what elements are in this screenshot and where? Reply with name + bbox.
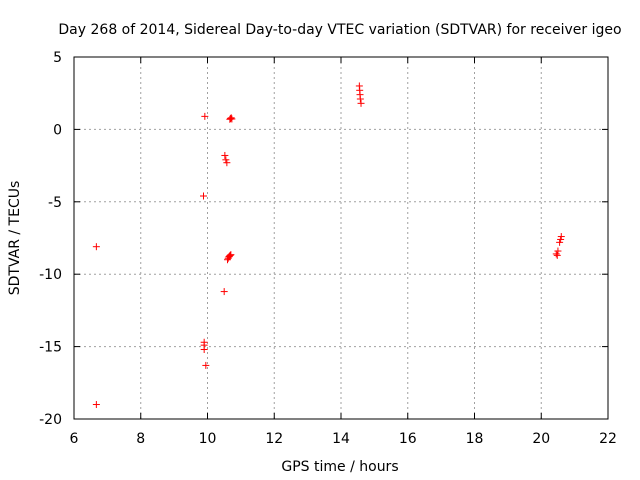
data-point bbox=[227, 251, 235, 259]
chart-title: Day 268 of 2014, Sidereal Day-to-day VTE… bbox=[58, 22, 621, 38]
data-point bbox=[357, 99, 365, 107]
x-tick-label: 12 bbox=[265, 431, 283, 447]
y-tick-label: 5 bbox=[53, 50, 62, 66]
y-axis-label: SDTVAR / TECUs bbox=[7, 181, 23, 296]
data-point bbox=[201, 112, 209, 120]
data-point bbox=[557, 235, 565, 243]
data-point bbox=[226, 251, 234, 259]
data-point bbox=[556, 238, 564, 246]
x-tick-labels: 6 8 10 12 14 16 18 20 22 bbox=[70, 431, 617, 447]
y-tick-label: -20 bbox=[39, 412, 62, 428]
data-point bbox=[227, 114, 235, 122]
data-point bbox=[557, 233, 565, 241]
x-tick-label: 16 bbox=[399, 431, 417, 447]
data-point bbox=[356, 95, 364, 103]
data-point bbox=[200, 345, 208, 353]
y-tick-labels: 5 0 -5 -10 -15 -20 bbox=[39, 50, 62, 428]
data-point bbox=[202, 361, 210, 369]
x-axis-label: GPS time / hours bbox=[281, 459, 398, 475]
x-tick-label: 22 bbox=[599, 431, 617, 447]
data-point bbox=[222, 156, 230, 164]
data-point bbox=[92, 243, 100, 251]
x-tick-label: 18 bbox=[466, 431, 484, 447]
data-point bbox=[552, 250, 560, 258]
y-tick-label: -5 bbox=[48, 195, 62, 211]
data-point bbox=[221, 151, 229, 159]
data-point bbox=[199, 192, 207, 200]
x-tick-label: 20 bbox=[532, 431, 550, 447]
data-point bbox=[224, 256, 232, 264]
data-point bbox=[223, 159, 231, 167]
grid bbox=[74, 57, 608, 419]
y-tick-label: -15 bbox=[39, 340, 62, 356]
data-point bbox=[226, 252, 234, 260]
data-point bbox=[554, 247, 562, 255]
x-tick-label: 6 bbox=[70, 431, 79, 447]
data-point bbox=[220, 288, 228, 296]
x-tick-label: 14 bbox=[332, 431, 350, 447]
data-point bbox=[92, 401, 100, 409]
data-point bbox=[553, 251, 561, 259]
y-tick-label: -10 bbox=[39, 267, 62, 283]
data-point bbox=[228, 115, 236, 123]
x-tick-label: 8 bbox=[136, 431, 145, 447]
x-tick-label: 10 bbox=[199, 431, 217, 447]
data-points bbox=[92, 82, 565, 409]
y-tick-label: 0 bbox=[53, 122, 62, 138]
tick-marks bbox=[73, 56, 609, 420]
